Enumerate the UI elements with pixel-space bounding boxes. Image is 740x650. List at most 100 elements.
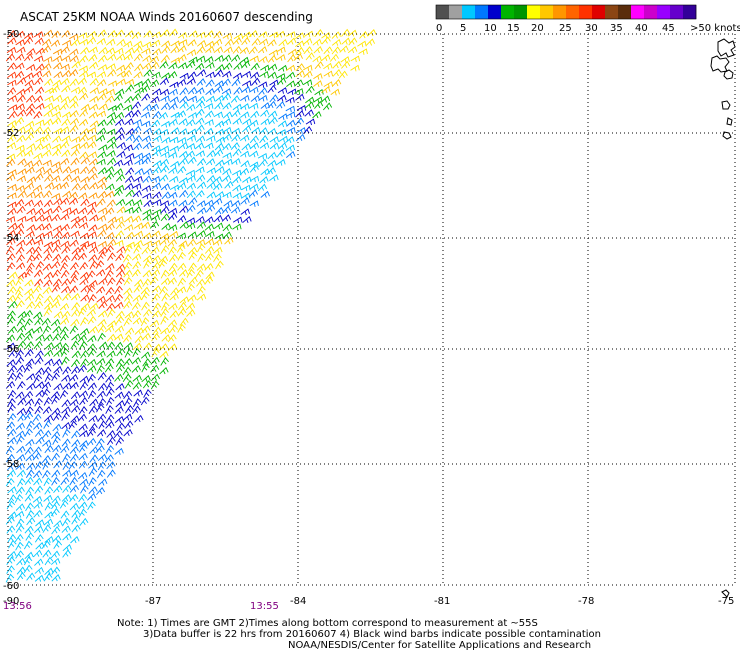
wind-barb — [42, 406, 52, 414]
wind-barb — [15, 144, 25, 152]
wind-barb — [71, 333, 81, 341]
coastline — [710, 38, 736, 598]
wind-barb — [286, 126, 296, 134]
wind-barb — [114, 406, 124, 414]
wind-barb — [341, 37, 351, 45]
wind-barb — [177, 62, 188, 70]
wind-barb — [222, 168, 232, 175]
wind-barb — [52, 55, 63, 63]
wind-barb — [167, 269, 178, 277]
wind-barb — [187, 156, 197, 165]
wind-barb — [176, 182, 187, 190]
wind-barb — [7, 169, 17, 176]
legend-swatch — [436, 5, 450, 19]
wind-barb — [51, 452, 60, 462]
wind-barb — [323, 70, 334, 78]
wind-barb — [44, 567, 54, 576]
wind-barb — [357, 40, 367, 48]
wind-barb — [26, 207, 36, 215]
wind-barb — [131, 215, 142, 223]
axis-labels: -50 -52 -54 -56 -58 -60 -90 -87 -84 -81 … — [3, 29, 734, 612]
wind-barb — [331, 31, 341, 39]
wind-barb — [196, 200, 207, 208]
lat-label-58: -58 — [3, 459, 19, 470]
wind-barb — [26, 224, 36, 232]
wind-barb — [105, 374, 115, 383]
legend-swatch — [683, 5, 697, 19]
wind-barb — [186, 182, 197, 190]
wind-barb — [52, 183, 62, 191]
wind-barb — [204, 262, 214, 271]
wind-barb — [51, 239, 61, 246]
wind-barb — [17, 340, 27, 349]
wind-barb — [43, 29, 54, 37]
wind-barb — [17, 271, 28, 279]
wind-barb — [34, 142, 44, 151]
wind-barb — [7, 428, 17, 437]
wind-barb — [170, 160, 180, 168]
wind-barb — [178, 177, 189, 184]
wind-barb — [34, 191, 44, 199]
wind-barb — [78, 118, 89, 127]
wind-barb — [78, 452, 88, 461]
wind-barb — [178, 128, 188, 136]
wind-barb — [80, 294, 90, 302]
wind-barb — [186, 77, 196, 85]
wind-barb — [52, 205, 62, 214]
legend-swatch — [514, 5, 528, 19]
wind-barb — [53, 94, 63, 102]
wind-barb — [105, 190, 115, 198]
wind-barb — [205, 252, 214, 262]
wind-barb — [52, 325, 62, 334]
wind-barb — [59, 126, 70, 133]
wind-barb — [60, 77, 70, 86]
wind-barb — [258, 158, 268, 167]
wind-barb — [79, 430, 89, 437]
wind-barb — [96, 364, 105, 374]
wind-barb — [269, 94, 279, 103]
wind-barb — [214, 69, 224, 78]
wind-barb — [214, 101, 224, 110]
wind-barb — [51, 574, 61, 582]
wind-barb — [97, 453, 108, 462]
wind-barb — [179, 101, 189, 109]
wind-barb — [23, 160, 34, 168]
lon-label-75: -75 — [718, 596, 734, 607]
wind-barb — [295, 110, 305, 118]
wind-barb — [123, 104, 133, 112]
wind-barb — [16, 175, 27, 183]
wind-barb — [160, 269, 170, 279]
wind-barb — [196, 221, 207, 229]
wind-barb — [42, 222, 52, 231]
wind-barb — [25, 108, 36, 117]
wind-barb — [88, 172, 98, 181]
wind-barb — [240, 111, 250, 119]
wind-barb — [106, 430, 116, 438]
wind-barb — [106, 128, 116, 136]
wind-barb — [321, 54, 331, 62]
wind-barb — [17, 413, 27, 422]
wind-barb — [25, 103, 36, 112]
wind-barb — [59, 262, 69, 272]
wind-barb — [78, 222, 89, 229]
wind-barb — [24, 293, 35, 302]
wind-barb — [269, 79, 279, 87]
wind-barb — [79, 397, 89, 406]
wind-barb — [33, 126, 43, 134]
wind-barb — [286, 150, 296, 158]
wind-barb — [194, 142, 205, 150]
wind-barb — [168, 166, 178, 174]
wind-barb — [159, 200, 170, 207]
wind-barb — [365, 38, 376, 46]
wind-barb — [258, 38, 269, 46]
wind-barb — [95, 134, 106, 142]
legend-swatch — [605, 5, 619, 19]
wind-barb — [115, 269, 126, 278]
wind-barb — [312, 55, 322, 63]
wind-barb — [7, 30, 17, 38]
lon-label-87: -87 — [145, 596, 161, 607]
wind-barb — [44, 501, 54, 511]
wind-barb — [215, 159, 225, 167]
wind-barb — [105, 269, 114, 279]
wind-barb — [240, 103, 250, 110]
